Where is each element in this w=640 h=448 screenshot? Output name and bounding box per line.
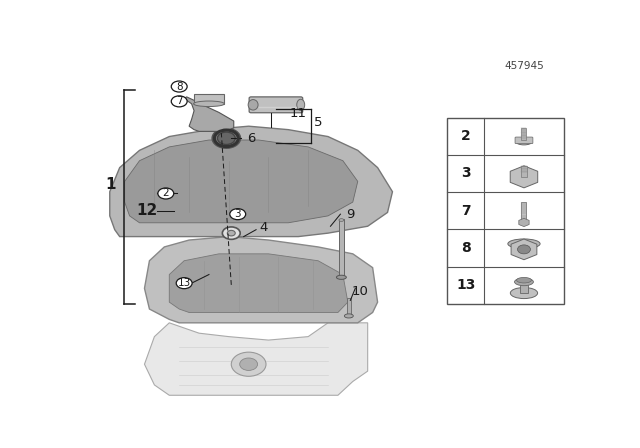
Bar <box>522 202 527 223</box>
Polygon shape <box>184 97 234 131</box>
Text: 2: 2 <box>163 189 169 198</box>
Text: 3: 3 <box>461 167 470 181</box>
Text: 2: 2 <box>461 129 470 143</box>
Ellipse shape <box>337 275 346 280</box>
Ellipse shape <box>515 278 533 286</box>
Ellipse shape <box>516 139 532 145</box>
Polygon shape <box>110 126 392 237</box>
Ellipse shape <box>508 239 540 249</box>
FancyBboxPatch shape <box>515 137 533 144</box>
Polygon shape <box>169 254 348 313</box>
Circle shape <box>172 81 187 92</box>
Text: 457945: 457945 <box>504 61 544 71</box>
Polygon shape <box>125 140 358 223</box>
Circle shape <box>231 352 266 376</box>
Text: 8: 8 <box>176 82 182 91</box>
Circle shape <box>222 227 240 239</box>
Text: 11: 11 <box>290 107 307 120</box>
Ellipse shape <box>510 288 538 298</box>
Text: 10: 10 <box>352 285 369 298</box>
Text: 7: 7 <box>176 96 182 106</box>
Bar <box>347 297 351 317</box>
Text: 5: 5 <box>314 116 323 129</box>
Circle shape <box>212 129 240 148</box>
Text: 3: 3 <box>234 209 241 219</box>
Circle shape <box>230 209 246 220</box>
Bar <box>521 166 527 177</box>
Text: 13: 13 <box>456 278 476 292</box>
Ellipse shape <box>193 101 225 107</box>
Polygon shape <box>145 323 367 395</box>
Circle shape <box>227 230 236 236</box>
Bar <box>447 117 564 304</box>
Ellipse shape <box>516 277 531 283</box>
Text: 13: 13 <box>177 278 191 288</box>
Text: 12: 12 <box>136 203 157 218</box>
Text: 9: 9 <box>346 208 355 221</box>
Text: 7: 7 <box>461 204 470 218</box>
Circle shape <box>158 188 173 199</box>
Bar <box>520 282 528 293</box>
Circle shape <box>176 278 192 289</box>
Circle shape <box>172 96 187 107</box>
Ellipse shape <box>248 99 258 110</box>
Circle shape <box>240 358 257 370</box>
Circle shape <box>218 132 236 145</box>
Text: 4: 4 <box>259 221 268 234</box>
Text: 8: 8 <box>461 241 470 255</box>
FancyBboxPatch shape <box>249 97 303 113</box>
Ellipse shape <box>344 314 353 318</box>
Circle shape <box>518 245 531 254</box>
Polygon shape <box>145 237 378 323</box>
Text: 1: 1 <box>106 177 116 192</box>
Bar <box>522 128 527 140</box>
Text: 6: 6 <box>247 132 255 145</box>
Bar <box>339 220 344 278</box>
Bar <box>194 94 224 104</box>
Ellipse shape <box>339 219 344 221</box>
Ellipse shape <box>297 99 305 110</box>
